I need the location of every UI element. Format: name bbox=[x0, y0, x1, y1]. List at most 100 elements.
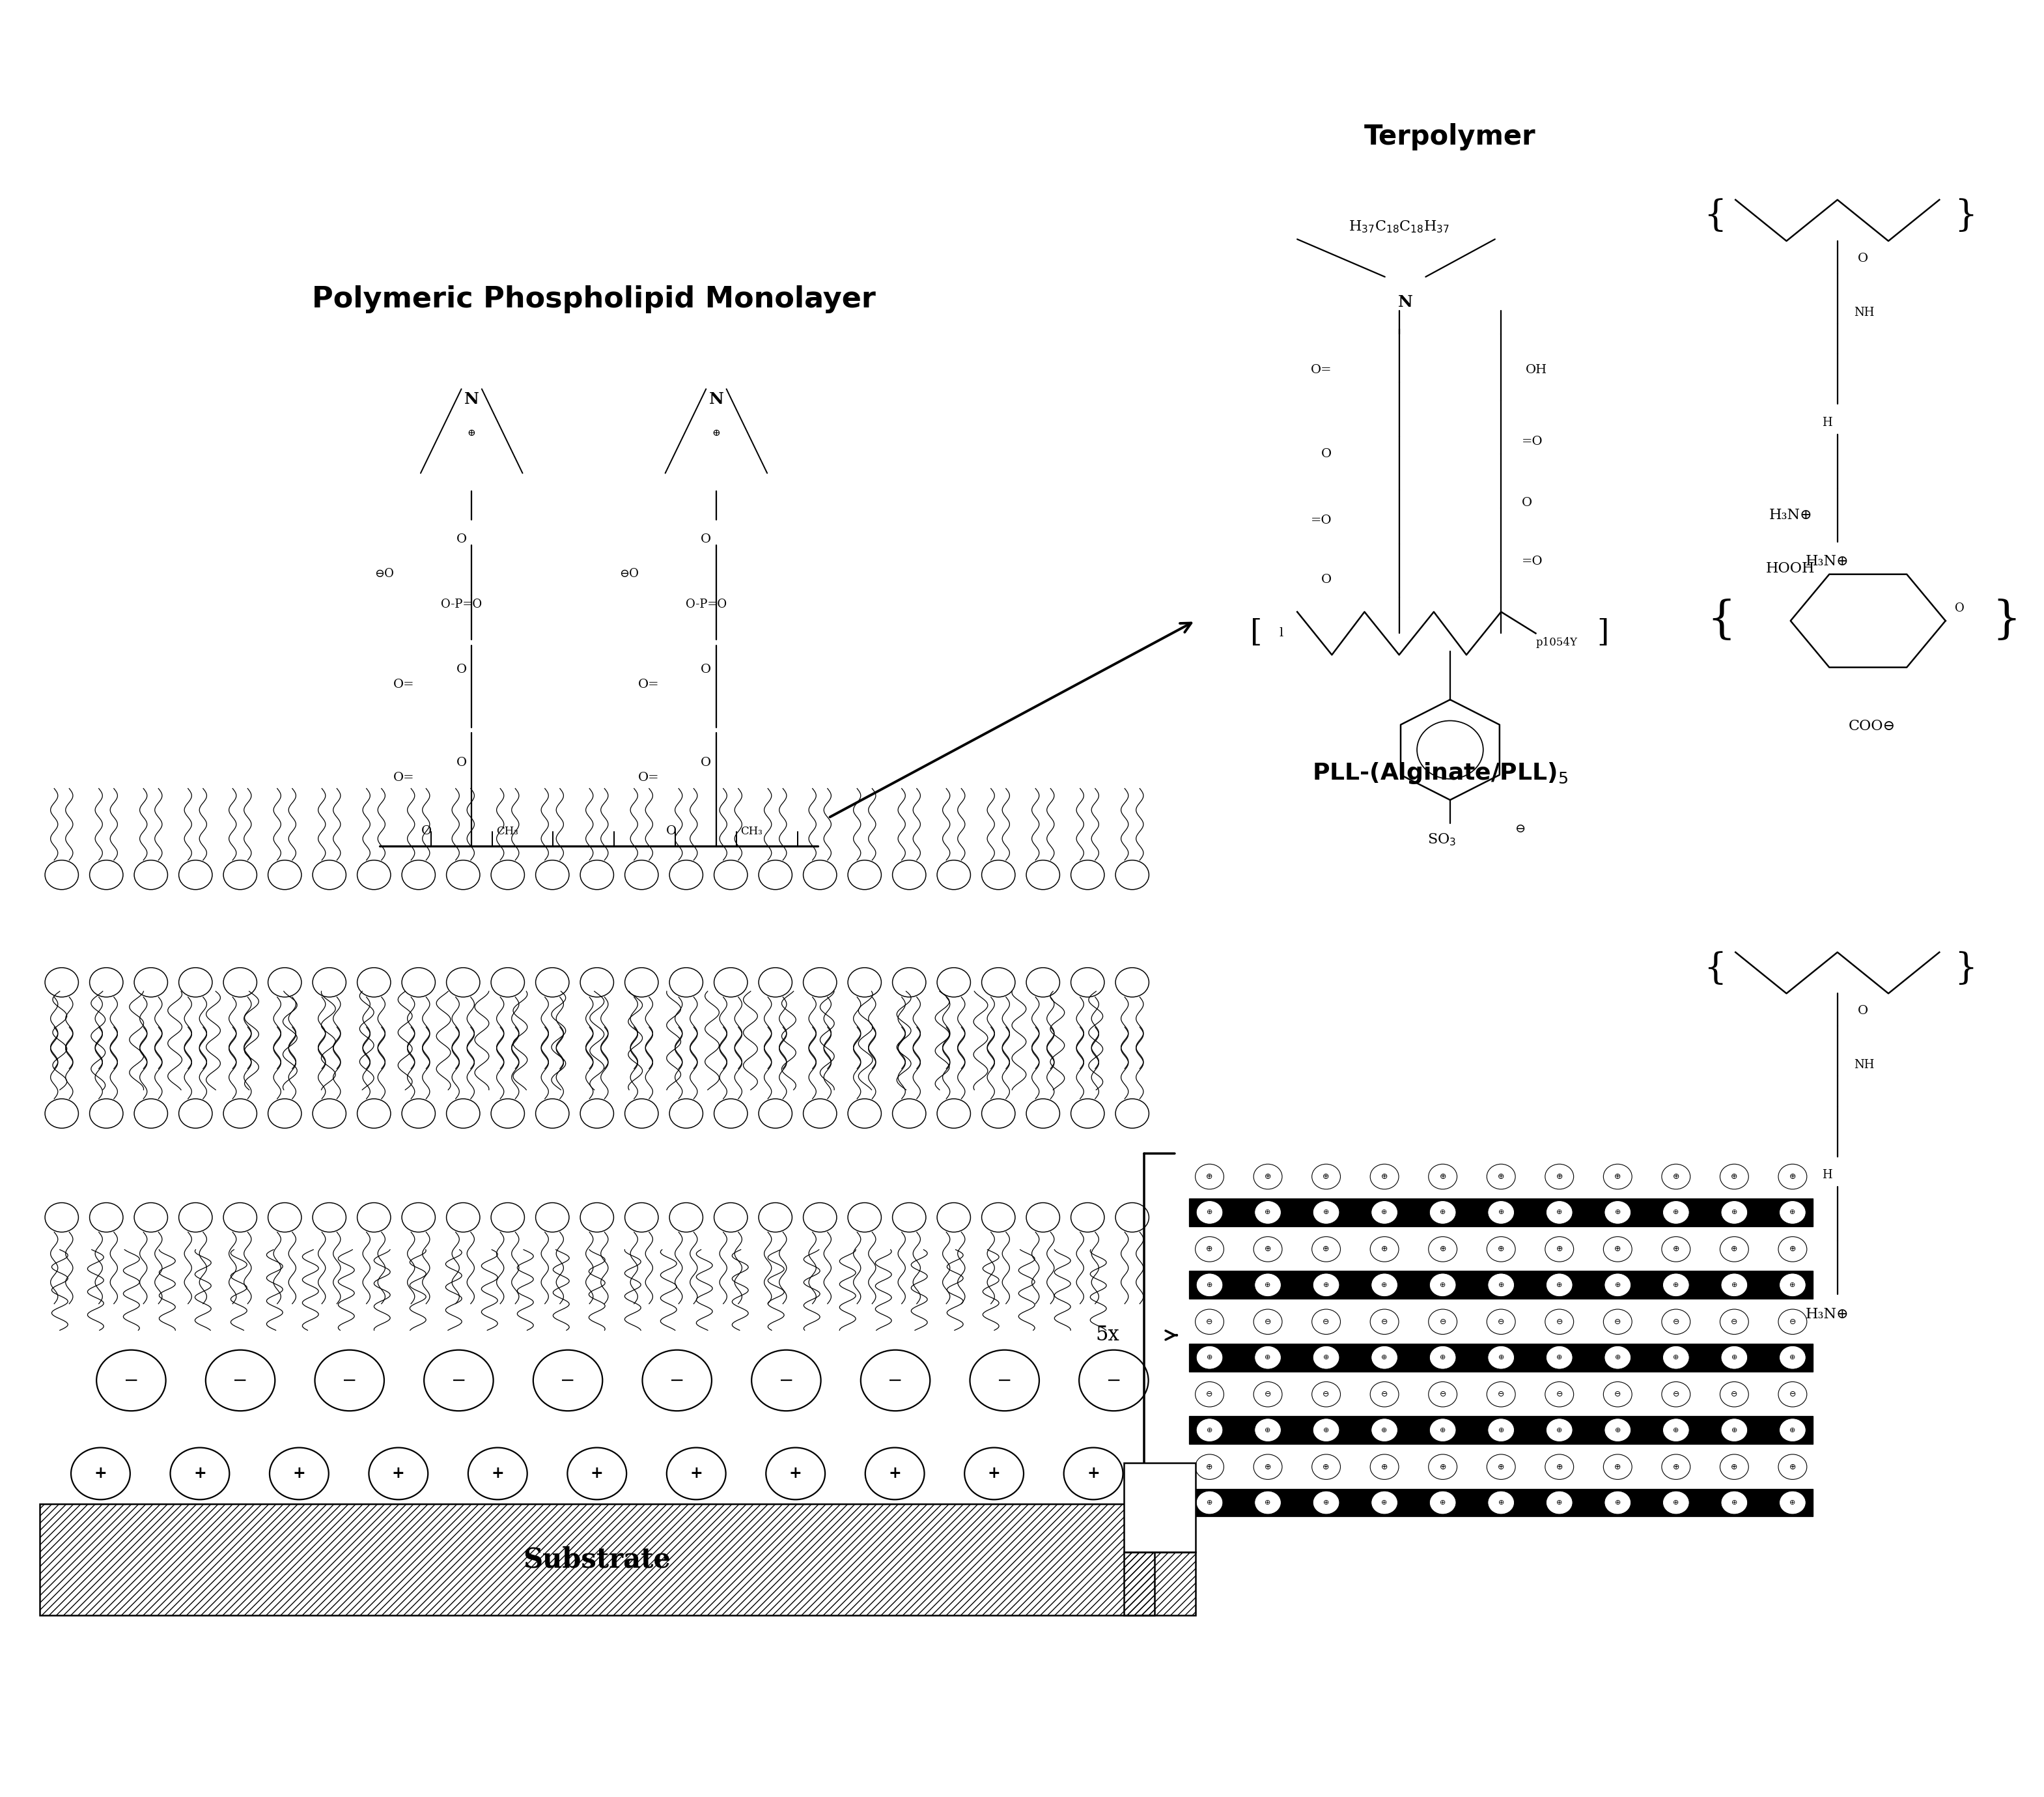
Text: ⊕: ⊕ bbox=[1265, 1172, 1271, 1181]
Text: ⊕: ⊕ bbox=[1672, 1245, 1680, 1254]
Text: ⊕: ⊕ bbox=[1439, 1355, 1445, 1360]
Text: ⊕: ⊕ bbox=[1731, 1245, 1737, 1254]
Text: O: O bbox=[421, 825, 431, 837]
Text: ⊕: ⊕ bbox=[711, 428, 719, 437]
Text: ⊖: ⊖ bbox=[1789, 1391, 1797, 1398]
Circle shape bbox=[1605, 1200, 1631, 1224]
Text: ⊕: ⊕ bbox=[1555, 1245, 1564, 1254]
Text: ⊕: ⊕ bbox=[1789, 1172, 1797, 1181]
Text: =O: =O bbox=[1521, 437, 1543, 447]
Circle shape bbox=[1255, 1492, 1282, 1515]
Circle shape bbox=[1488, 1418, 1515, 1441]
Circle shape bbox=[666, 1448, 726, 1499]
Text: ⊕: ⊕ bbox=[1322, 1499, 1329, 1506]
Circle shape bbox=[1429, 1492, 1455, 1515]
Text: ⊕: ⊕ bbox=[1322, 1281, 1329, 1288]
Circle shape bbox=[1255, 1346, 1282, 1369]
Circle shape bbox=[468, 1448, 527, 1499]
Text: ⊕: ⊕ bbox=[1439, 1245, 1447, 1254]
Text: O-P=O: O-P=O bbox=[685, 598, 726, 611]
Text: ⊕: ⊕ bbox=[1791, 1499, 1795, 1506]
Text: ⊕: ⊕ bbox=[1555, 1209, 1562, 1215]
Text: O: O bbox=[1858, 253, 1868, 264]
Text: ⊕: ⊕ bbox=[1555, 1172, 1564, 1181]
Text: H: H bbox=[1821, 1170, 1831, 1181]
Circle shape bbox=[1372, 1346, 1398, 1369]
Text: −: − bbox=[233, 1371, 247, 1389]
Text: ⊕: ⊕ bbox=[1322, 1427, 1329, 1434]
Circle shape bbox=[270, 1448, 329, 1499]
Text: ⊕: ⊕ bbox=[1731, 1499, 1737, 1506]
Text: ⊕: ⊕ bbox=[1555, 1499, 1562, 1506]
Text: ⊕: ⊕ bbox=[1265, 1355, 1271, 1360]
Text: HOOH: HOOH bbox=[1766, 562, 1815, 577]
Text: Terpolymer: Terpolymer bbox=[1363, 124, 1535, 151]
Circle shape bbox=[1545, 1200, 1572, 1224]
Text: ⊖: ⊖ bbox=[1382, 1317, 1388, 1326]
Text: Substrate: Substrate bbox=[523, 1545, 670, 1572]
Text: SO$_3$: SO$_3$ bbox=[1427, 832, 1455, 848]
Circle shape bbox=[766, 1448, 826, 1499]
Text: ⊕: ⊕ bbox=[1498, 1209, 1504, 1215]
Circle shape bbox=[1721, 1492, 1748, 1515]
Circle shape bbox=[1545, 1346, 1572, 1369]
Circle shape bbox=[1605, 1418, 1631, 1441]
Text: H$_{37}$C$_{18}$C$_{18}$H$_{37}$: H$_{37}$C$_{18}$C$_{18}$H$_{37}$ bbox=[1349, 219, 1449, 234]
Text: O: O bbox=[701, 757, 711, 769]
Circle shape bbox=[1488, 1274, 1515, 1297]
Text: ⊕: ⊕ bbox=[1439, 1427, 1445, 1434]
Circle shape bbox=[1312, 1346, 1339, 1369]
Text: ⊖: ⊖ bbox=[1439, 1391, 1447, 1398]
Text: {: { bbox=[1703, 198, 1727, 234]
Text: ⊕: ⊕ bbox=[1206, 1281, 1212, 1288]
Text: +: + bbox=[789, 1466, 801, 1481]
Text: ⊕: ⊕ bbox=[1672, 1427, 1678, 1434]
Text: O: O bbox=[456, 663, 466, 676]
Text: =O: =O bbox=[1521, 555, 1543, 568]
Text: ⊖: ⊖ bbox=[1206, 1317, 1212, 1326]
Text: −: − bbox=[779, 1371, 793, 1389]
Text: O: O bbox=[701, 663, 711, 676]
Text: OH: OH bbox=[1525, 365, 1547, 376]
Text: ]: ] bbox=[1596, 618, 1609, 649]
Text: ⊖: ⊖ bbox=[1265, 1391, 1271, 1398]
Bar bbox=[1124, 1463, 1196, 1553]
Text: ⊕: ⊕ bbox=[1206, 1499, 1212, 1506]
Text: −: − bbox=[560, 1371, 576, 1389]
Text: [: [ bbox=[1251, 618, 1263, 649]
Circle shape bbox=[1780, 1346, 1805, 1369]
Text: ⊕: ⊕ bbox=[1615, 1209, 1621, 1215]
Text: ⊕: ⊕ bbox=[1439, 1172, 1447, 1181]
Text: O: O bbox=[456, 534, 466, 544]
Circle shape bbox=[1545, 1274, 1572, 1297]
Text: O: O bbox=[701, 534, 711, 544]
Circle shape bbox=[1429, 1346, 1455, 1369]
Text: CH₃: CH₃ bbox=[497, 827, 517, 837]
Text: ⊕: ⊕ bbox=[1265, 1463, 1271, 1472]
Circle shape bbox=[1721, 1346, 1748, 1369]
Text: +: + bbox=[194, 1466, 206, 1481]
Circle shape bbox=[1429, 1274, 1455, 1297]
Circle shape bbox=[1196, 1418, 1222, 1441]
Text: ⊕: ⊕ bbox=[1615, 1355, 1621, 1360]
Circle shape bbox=[1721, 1200, 1748, 1224]
Text: ⊖: ⊖ bbox=[1322, 1317, 1329, 1326]
Text: ⊕: ⊕ bbox=[1206, 1209, 1212, 1215]
Text: ⊕: ⊕ bbox=[1498, 1172, 1504, 1181]
Text: ⊕: ⊕ bbox=[1206, 1172, 1212, 1181]
Text: ⊕: ⊕ bbox=[1382, 1355, 1388, 1360]
Text: −: − bbox=[452, 1371, 466, 1389]
Text: ⊕: ⊕ bbox=[1498, 1499, 1504, 1506]
Circle shape bbox=[1545, 1418, 1572, 1441]
Text: O=: O= bbox=[1310, 365, 1333, 376]
Text: ⊕: ⊕ bbox=[1731, 1427, 1737, 1434]
Text: −: − bbox=[997, 1371, 1012, 1389]
Text: ⊕: ⊕ bbox=[1382, 1463, 1388, 1472]
Text: +: + bbox=[94, 1466, 106, 1481]
Bar bbox=[1190, 1344, 1813, 1371]
Text: l: l bbox=[1280, 627, 1284, 640]
Text: ⊕: ⊕ bbox=[1206, 1355, 1212, 1360]
Text: }: } bbox=[1954, 951, 1977, 987]
Text: +: + bbox=[1087, 1466, 1100, 1481]
Circle shape bbox=[1662, 1492, 1688, 1515]
